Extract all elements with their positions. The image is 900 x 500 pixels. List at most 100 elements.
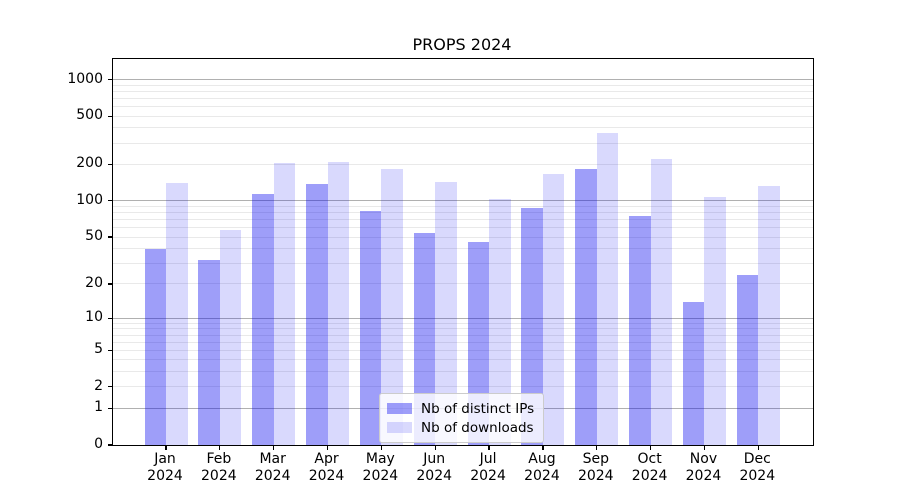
x-tick-mark [488, 445, 490, 450]
gridline-minor [113, 322, 813, 324]
bar-distinct-ips-nov [682, 301, 705, 445]
gridline-minor [113, 127, 813, 129]
gridline-minor [113, 328, 813, 330]
x-tick-label-month: Jun [423, 451, 446, 467]
gridline-major [113, 79, 813, 81]
x-tick-label: Nov 2024 [671, 451, 735, 485]
x-tick-label: May 2024 [348, 451, 412, 485]
y-tick-label: 1000 [67, 70, 103, 87]
gridline-minor [113, 283, 813, 285]
y-tick-mark [108, 407, 113, 409]
gridline-minor [113, 90, 813, 92]
bar-distinct-ips-may [359, 210, 382, 445]
x-tick-label: Feb 2024 [187, 451, 251, 485]
x-tick-label-month: Feb [206, 451, 232, 467]
bar-distinct-ips-jan [144, 248, 166, 445]
bar-downloads-oct [650, 158, 673, 445]
gridline-minor [113, 349, 813, 351]
x-tick-label-year: 2024 [201, 468, 237, 484]
y-tick-mark [108, 349, 113, 351]
x-tick-label-year: 2024 [685, 468, 722, 484]
gridline-minor [113, 248, 813, 250]
legend-swatch-downloads [387, 422, 412, 433]
y-tick-label: 2 [94, 377, 103, 394]
gridline-minor [113, 97, 813, 99]
gridline-minor [113, 219, 813, 220]
gridline-minor [113, 236, 813, 238]
x-tick-label-month: Sep [582, 451, 609, 467]
x-tick-label: Apr 2024 [295, 451, 359, 485]
bar-downloads-jul [489, 198, 511, 445]
x-tick-label-year: 2024 [577, 468, 614, 484]
x-tick-label: Sep 2024 [564, 451, 628, 485]
gridline-minor [113, 227, 813, 229]
bar-downloads-may [381, 168, 403, 445]
x-tick-mark [380, 445, 382, 450]
bar-downloads-jun [435, 182, 457, 445]
x-tick-mark [434, 445, 436, 450]
x-tick-label-year: 2024 [362, 468, 399, 484]
gridline-minor [113, 142, 813, 144]
x-tick-mark [542, 445, 544, 450]
x-tick-label-month: May [365, 451, 395, 467]
y-tick-mark [108, 386, 113, 388]
gridline-minor [113, 106, 813, 108]
x-tick-label-year: 2024 [631, 468, 668, 484]
y-tick-mark [108, 283, 113, 285]
legend-label-downloads: Nb of downloads [421, 419, 534, 436]
x-tick-mark [596, 445, 598, 450]
x-tick-mark [273, 445, 275, 450]
x-tick-label: Jun 2024 [402, 451, 466, 485]
x-tick-label-month: Dec [743, 451, 771, 467]
legend: Nb of distinct IPs Nb of downloads [379, 393, 545, 443]
y-tick-mark [108, 200, 113, 202]
bar-distinct-ips-oct [629, 215, 651, 445]
x-tick-label: Oct 2024 [618, 451, 682, 485]
bar-distinct-ips-jun [413, 233, 436, 445]
x-tick-label-month: Jul [479, 451, 497, 467]
bar-distinct-ips-dec [736, 274, 759, 445]
x-tick-label-month: Apr [314, 451, 339, 467]
gridline-minor [113, 212, 813, 214]
bar-downloads-nov [704, 196, 726, 445]
y-tick-mark [108, 317, 113, 319]
x-tick-label: Dec 2024 [725, 451, 789, 485]
x-tick-label-year: 2024 [254, 468, 291, 484]
x-tick-mark [165, 445, 167, 450]
x-tick-label: Jul 2024 [456, 451, 520, 485]
x-tick-mark [219, 445, 221, 450]
chart-title: PROPS 2024 [412, 35, 512, 54]
bar-distinct-ips-aug [521, 207, 543, 445]
gridline-minor [113, 262, 813, 264]
y-tick-label: 50 [85, 228, 103, 244]
y-tick-mark [108, 236, 113, 238]
x-tick-label-month: Mar [259, 451, 286, 467]
x-tick-label-month: Jan [154, 451, 176, 467]
x-tick-label: Mar 2024 [241, 451, 305, 485]
legend-item-distinct-ips: Nb of distinct IPs [387, 399, 534, 418]
x-tick-label-year: 2024 [524, 468, 560, 484]
y-tick-mark [108, 78, 113, 81]
gridline-minor [113, 84, 813, 86]
y-tick-label: 10 [85, 309, 103, 326]
y-tick-mark [108, 444, 113, 446]
bar-distinct-ips-apr [306, 183, 328, 445]
x-tick-label-year: 2024 [416, 468, 453, 484]
x-tick-mark [757, 445, 759, 450]
bar-distinct-ips-mar [252, 194, 274, 445]
y-tick-label: 100 [76, 191, 103, 208]
x-tick-label-year: 2024 [308, 468, 345, 484]
x-tick-label-month: Oct [637, 451, 662, 467]
legend-swatch-distinct-ips [387, 403, 412, 414]
y-tick-label: 5 [94, 341, 103, 358]
gridline-minor [113, 371, 813, 373]
gridline-minor [113, 359, 813, 361]
gridline-minor [113, 115, 813, 117]
x-tick-label: Aug 2024 [510, 451, 574, 485]
bar-downloads-feb [219, 230, 242, 445]
y-tick-label: 20 [85, 274, 103, 291]
x-tick-label-year: 2024 [147, 468, 183, 484]
x-tick-label-month: Aug [528, 451, 556, 467]
bar-distinct-ips-feb [198, 260, 220, 445]
